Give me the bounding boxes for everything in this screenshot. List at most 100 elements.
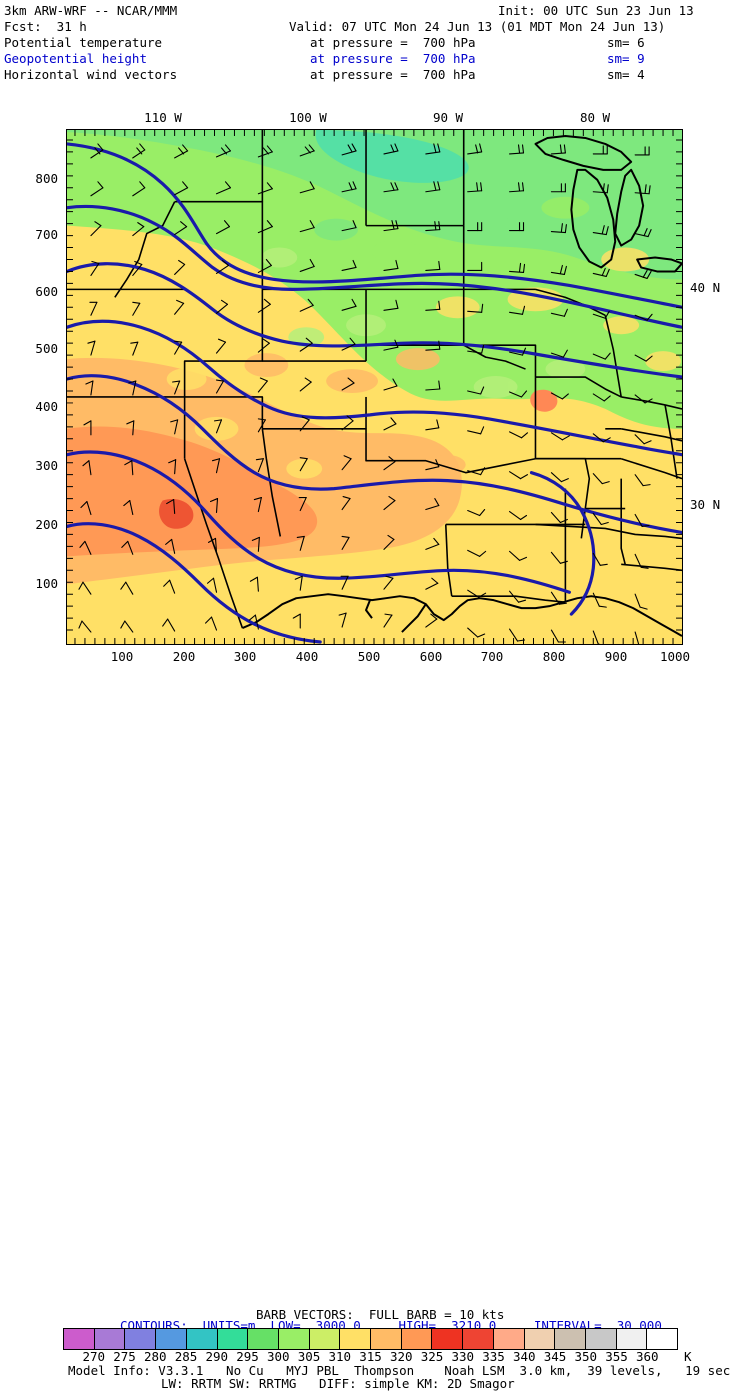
wind-barb [634,146,650,156]
wind-barb [634,631,640,644]
y-tick-800: 800 [35,171,58,186]
wind-barb [550,432,570,441]
coastline [242,593,682,637]
field-name-1: Geopotential height [4,51,147,66]
wind-barb [341,259,357,272]
wind-barb [132,222,145,237]
wind-barb [174,299,185,315]
wind-barb [425,181,441,193]
colorbar-segment [555,1329,586,1349]
ticks-top [74,130,674,136]
wind-barb [592,592,607,608]
wind-barb [257,182,273,195]
wind-barb [383,299,399,311]
colorbar-unit: K [684,1349,692,1364]
wind-barb [299,377,312,392]
wind-barb [207,537,218,553]
wind-barb [425,221,441,232]
wind-barb [509,222,525,232]
wind-barb [120,581,134,595]
wind-barb [425,577,439,590]
wind-barb [130,341,139,356]
wind-barb [467,303,484,313]
colorbar-tick-345: 345 [543,1349,567,1364]
lat-label-30n: 30 N [690,497,721,512]
wind-barb [383,339,399,351]
wind-barb [592,352,611,360]
wind-barb [299,144,315,157]
wind-barb [425,498,440,511]
wind-barb [425,459,440,471]
colorbar-tick-335: 335 [482,1349,505,1364]
wind-barb [85,380,94,396]
wind-barb [509,182,525,193]
wind-barb [82,460,92,476]
wind-barb [383,143,399,155]
map-plot-area[interactable] [66,129,683,645]
field-level-2: at pressure = 700 hPa [310,67,476,82]
wind-barb [132,260,143,276]
x-tick-1000: 1000 [659,649,691,664]
colorbar-tick-280: 280 [143,1349,167,1364]
colorbar-tick-295: 295 [236,1349,259,1364]
colorbar-segment [401,1329,433,1349]
wind-barb [509,550,528,561]
wind-barb [550,511,568,524]
contour-3090 [67,319,682,457]
lat-label-40n: 40 N [690,280,721,295]
wind-barb [257,377,268,393]
wind-barb [215,299,229,314]
wind-barb [299,457,308,472]
wind-barb [205,616,218,631]
wind-barb [467,222,483,232]
y-tick-500: 500 [35,341,58,356]
colorbar-segment [186,1329,218,1349]
wind-barb [509,431,529,439]
wind-barb [83,420,92,436]
wind-barb [170,419,179,435]
colorbar-segment [432,1329,464,1349]
wind-barb [174,340,183,355]
colorbar-segment [493,1329,525,1349]
wind-barb [550,472,569,483]
wind-barb [248,614,259,630]
wind-barb [425,613,438,628]
wind-barb [215,220,231,235]
wind-barb [341,143,357,156]
model-title: 3km ARW-WRF -- NCAR/MMM [4,3,178,18]
wind-barb [550,349,568,358]
temp-band-295-300 [67,130,682,280]
colorbar-segment [585,1329,617,1349]
wind-barb [467,386,485,395]
wind-barb [215,181,232,195]
y-tick-700: 700 [35,227,58,242]
wind-barb [215,259,230,274]
colorbar-segment [371,1329,402,1349]
wind-barb [174,259,186,275]
colorbar-tick-350: 350 [574,1349,598,1364]
wind-barb [209,498,219,514]
wind-barb [425,537,440,550]
wind-barb [255,458,264,473]
wind-barb [174,181,189,196]
wind-barb [90,260,100,276]
colorbar-tick-320: 320 [389,1349,413,1364]
temp-band-290-295 [315,130,469,183]
wind-barb [383,259,399,272]
colorbar-tick-275: 275 [113,1349,136,1364]
wind-barb [550,308,568,317]
field-smoothing-2: sm= 4 [607,67,645,82]
wind-barb [467,344,485,354]
colorbar-segment [647,1329,678,1349]
wind-barb [166,499,176,515]
wind-barb [341,220,357,232]
wind-barb [634,228,652,238]
colorbar-tick-340: 340 [512,1349,536,1364]
wind-barb [341,337,356,351]
wind-barb [296,535,305,551]
colorbar-segment [94,1329,126,1349]
init-time: Init: 00 UTC Sun 23 Jun 13 [498,3,694,18]
wind-barb [592,310,610,319]
wind-barb [163,579,176,594]
temperature-colorbar[interactable] [63,1328,678,1350]
